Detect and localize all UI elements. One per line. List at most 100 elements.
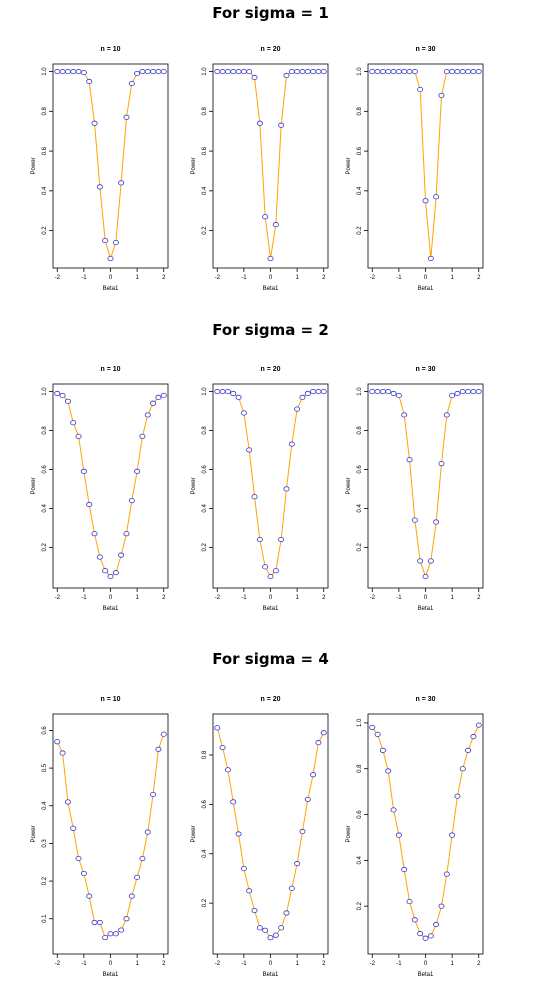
chart-5-xtick-label-0: -2 — [370, 595, 376, 601]
chart-4-ytick-label-2: 0.6 — [202, 465, 208, 474]
chart-2-point-19 — [471, 69, 476, 73]
chart-4-point-10 — [268, 574, 273, 578]
chart-2-ytick-label-4: 1.0 — [357, 67, 363, 76]
chart-1-point-14 — [289, 69, 294, 73]
chart-8-point-3 — [386, 769, 391, 773]
chart-0-point-12 — [119, 181, 124, 185]
chart-6-point-20 — [161, 732, 166, 736]
chart-6-xtick-label-0: -2 — [55, 961, 61, 967]
chart-4-point-4 — [236, 395, 241, 399]
chart-6-point-11 — [113, 932, 118, 936]
chart-8-point-9 — [418, 931, 423, 935]
chart-4-point-1 — [220, 389, 225, 393]
chart-4-xtick-label-2: 0 — [269, 595, 273, 601]
chart-1-ytick-label-4: 1.0 — [202, 67, 208, 76]
chart-6-ytick-label-1: 0.2 — [42, 876, 48, 885]
chart-5-point-3 — [386, 389, 391, 393]
chart-2-title: n = 30 — [415, 46, 435, 53]
chart-3-ytick-label-0: 0.2 — [42, 543, 48, 552]
section-title-sigma-1: For sigma = 1 — [0, 4, 541, 22]
chart-0-xtick-label-0: -2 — [55, 275, 61, 281]
chart-0-point-11 — [113, 240, 118, 244]
chart-4-xlabel: Beta1 — [263, 606, 279, 612]
chart-2-point-2 — [380, 69, 385, 73]
chart-7-xtick-label-4: 2 — [322, 961, 326, 967]
chart-2-point-5 — [396, 69, 401, 73]
chart-0-ytick-label-0: 0.2 — [42, 226, 48, 235]
chart-8-ytick-label-2: 0.6 — [357, 810, 363, 819]
chart-6-point-8 — [97, 920, 102, 924]
chart-2-point-13 — [439, 93, 444, 97]
chart-1-xlabel: Beta1 — [263, 286, 279, 292]
chart-5-ytick-label-0: 0.2 — [357, 543, 363, 552]
chart-4-xtick-label-4: 2 — [322, 595, 326, 601]
chart-1-plot-box — [213, 64, 328, 268]
chart-2-point-6 — [402, 69, 407, 73]
chart-2-point-16 — [455, 69, 460, 73]
chart-7-point-0 — [215, 726, 220, 730]
chart-sigma2-n10: n = 10 -2 -1 0 1 2 0.2 0.4 0.6 0.8 1.0 Beta1 Power — [20, 360, 180, 620]
chart-0-point-7 — [92, 121, 97, 125]
chart-1-point-12 — [279, 123, 284, 127]
chart-8-ytick-label-1: 0.4 — [357, 856, 363, 865]
chart-4-ylabel: Power — [191, 477, 197, 494]
chart-0-point-20 — [161, 69, 166, 73]
chart-2-point-11 — [428, 256, 433, 260]
chart-7-point-4 — [236, 832, 241, 836]
chart-7-point-18 — [310, 773, 315, 777]
chart-2-point-10 — [423, 199, 428, 203]
chart-3-point-20 — [161, 393, 166, 397]
chart-5-point-12 — [434, 520, 439, 524]
chart-1-point-5 — [241, 69, 246, 73]
chart-6-point-19 — [156, 747, 161, 751]
chart-7-title: n = 20 — [260, 696, 280, 703]
chart-4-plot-box — [213, 384, 328, 588]
chart-1-ylabel: Power — [191, 157, 197, 174]
chart-0-xtick-label-1: -1 — [81, 275, 87, 281]
chart-6-point-0 — [55, 740, 60, 744]
chart-3-point-0 — [55, 391, 60, 395]
chart-6-point-12 — [119, 928, 124, 932]
chart-4-point-14 — [289, 442, 294, 446]
chart-6-point-10 — [108, 932, 113, 936]
chart-8-ylabel: Power — [346, 825, 352, 842]
chart-0-title: n = 10 — [100, 46, 120, 53]
chart-5-xtick-label-2: 0 — [424, 595, 428, 601]
chart-3-point-18 — [150, 401, 155, 405]
chart-6-point-7 — [92, 920, 97, 924]
chart-8-point-11 — [428, 934, 433, 938]
chart-8-xtick-label-2: 0 — [424, 961, 428, 967]
chart-sigma4-n20: n = 20 -2 -1 0 1 2 0.2 0.4 0.6 0.8 Beta1 Power — [180, 690, 340, 986]
chart-3-ytick-label-3: 0.8 — [42, 426, 48, 435]
chart-4-xtick-label-1: -1 — [241, 595, 247, 601]
chart-7-point-12 — [279, 926, 284, 930]
chart-0-point-15 — [135, 71, 140, 75]
chart-3-point-9 — [103, 569, 108, 573]
chart-5-xtick-label-4: 2 — [477, 595, 481, 601]
chart-5-point-13 — [439, 461, 444, 465]
chart-7-ytick-label-0: 0.2 — [202, 898, 208, 907]
chart-4-point-15 — [295, 407, 300, 411]
chart-6-ytick-label-0: 0.1 — [42, 914, 48, 923]
chart-8-point-10 — [423, 936, 428, 940]
chart-7-point-11 — [273, 933, 278, 937]
chart-sigma4-n30: n = 30 -2 -1 0 1 2 0.2 0.4 0.6 0.8 1.0 Beta1 Power — [335, 690, 495, 986]
chart-6-point-9 — [103, 935, 108, 939]
chart-2-xlabel: Beta1 — [418, 286, 434, 292]
chart-4-point-0 — [215, 389, 220, 393]
chart-2-ytick-label-2: 0.6 — [357, 146, 363, 155]
chart-5-point-11 — [428, 559, 433, 563]
chart-4-ytick-label-3: 0.8 — [202, 426, 208, 435]
chart-3-point-3 — [71, 421, 76, 425]
chart-7-ylabel: Power — [191, 825, 197, 842]
chart-7-ytick-label-1: 0.4 — [202, 849, 208, 858]
chart-1-xtick-label-0: -2 — [215, 275, 221, 281]
chart-4-xtick-label-0: -2 — [215, 595, 221, 601]
chart-6-series-line — [57, 734, 163, 937]
chart-7-point-9 — [263, 928, 268, 932]
chart-8-point-13 — [439, 904, 444, 908]
chart-8-ytick-label-0: 0.2 — [357, 901, 363, 910]
chart-2-point-14 — [444, 69, 449, 73]
chart-8-point-20 — [476, 723, 481, 727]
chart-1-point-1 — [220, 69, 225, 73]
